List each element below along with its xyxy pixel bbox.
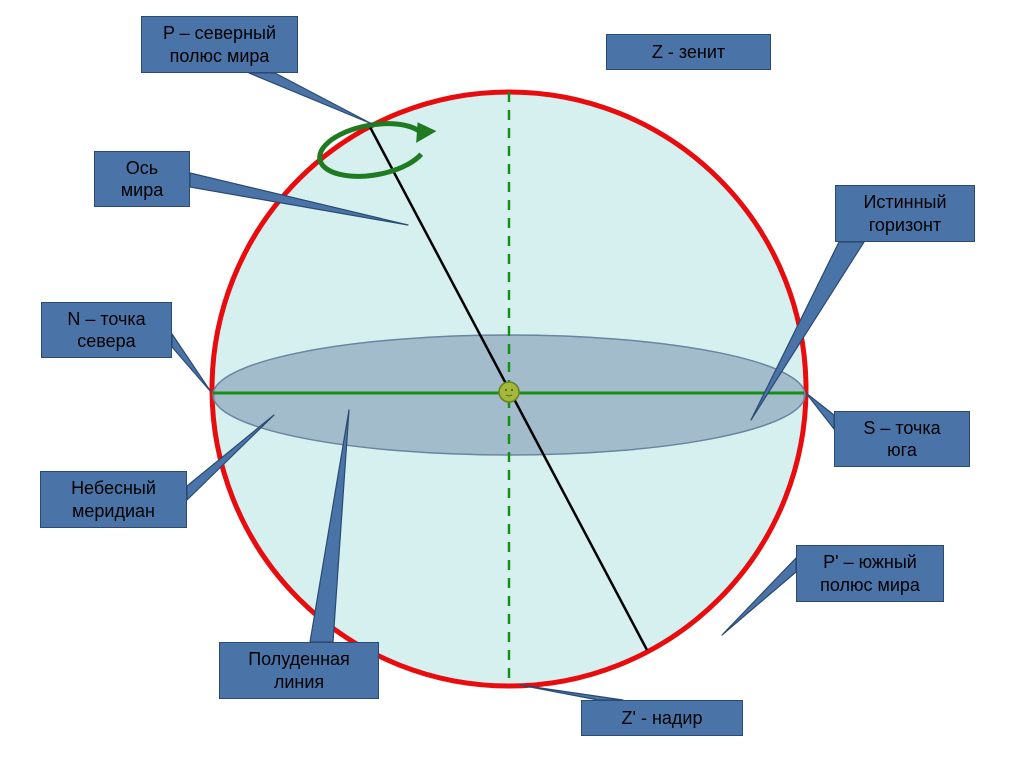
nadir-callout-tail — [520, 685, 623, 700]
center-observer-icon — [499, 382, 519, 402]
true_horizon-label: Истинный горизонт — [835, 185, 975, 242]
zenith-label: Z - зенит — [606, 34, 771, 70]
north_pole-label: P – северный полюс мира — [141, 16, 298, 73]
nadir-label: Z' - надир — [581, 700, 743, 736]
celestial-sphere-diagram — [0, 0, 1024, 767]
north_point-callout-tail — [172, 334, 211, 392]
north_point-label: N – точка севера — [41, 302, 172, 358]
south_point-label: S – точка юга — [834, 411, 970, 467]
north_pole-callout-tail — [249, 73, 372, 124]
south_point-callout-tail — [806, 393, 834, 429]
noon_line-label: Полуденная линия — [219, 642, 379, 699]
celestial_meridian-label: Небесный меридиан — [40, 471, 187, 528]
south_pole-label: P' – южный полюс мира — [796, 545, 944, 602]
world_axis-label: Ось мира — [94, 151, 190, 207]
